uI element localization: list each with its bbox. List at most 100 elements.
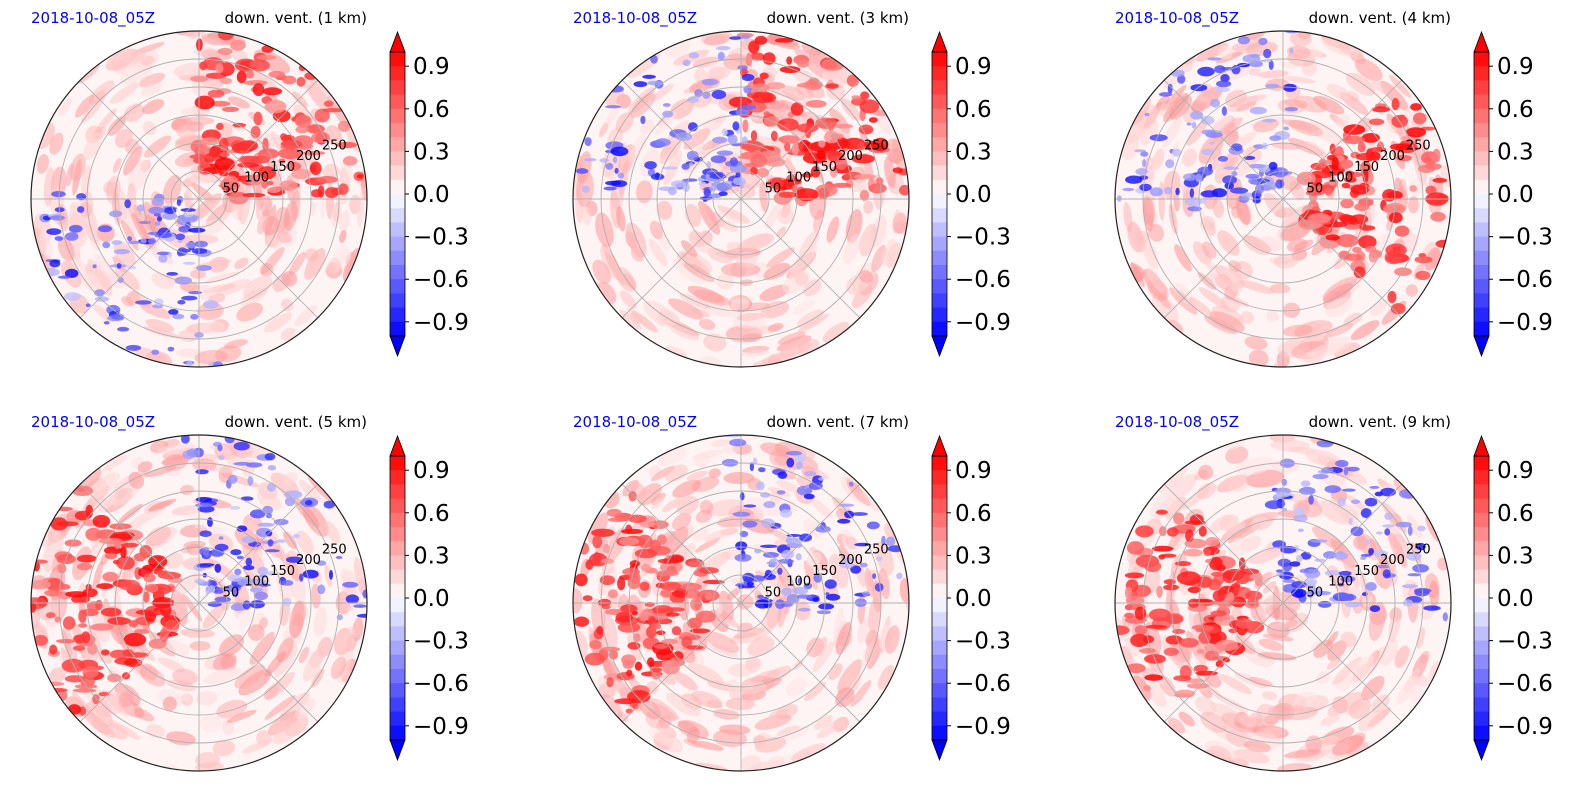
field-cell (263, 312, 293, 333)
field-cell (862, 591, 870, 597)
field-cell (134, 552, 146, 562)
field-cell (173, 573, 201, 595)
colorbar-step (932, 498, 947, 514)
field-cell (280, 298, 294, 312)
field-cell (153, 213, 162, 217)
field-cell (1364, 539, 1371, 545)
field-cell (591, 528, 615, 537)
field-cell (1173, 675, 1192, 682)
field-cell (335, 556, 343, 559)
field-cell (860, 127, 873, 134)
colorbar-step (932, 123, 947, 138)
colorbar-step (390, 321, 405, 337)
field-cell (1409, 185, 1417, 192)
field-cell (120, 542, 139, 548)
colorbar-tick-label: 0.6 (955, 97, 992, 123)
colorbar-step (1474, 470, 1489, 485)
field-cell (198, 145, 211, 152)
radial-tick-label: 100 (244, 171, 269, 186)
field-cell (181, 107, 204, 115)
field-cell (78, 609, 87, 623)
colorbar: 0.9 0.6 0.3 0.0 −0.3 −0.6 −0.9 (931, 30, 1011, 358)
field-layer (1116, 31, 1451, 367)
field-cell (283, 201, 298, 231)
field-cell (846, 480, 871, 507)
field-cell (608, 589, 618, 599)
field-cell (1261, 691, 1278, 701)
field-cell (1222, 175, 1237, 185)
field-cell (185, 241, 197, 249)
field-cell (1288, 119, 1324, 137)
colorbar-step (1474, 179, 1489, 195)
field-cell (87, 643, 98, 655)
colorbar-tick-label: 0.6 (1497, 501, 1534, 527)
field-cell (109, 210, 123, 218)
field-cell (57, 275, 71, 279)
field-cell (646, 657, 655, 668)
field-cell (874, 583, 884, 592)
field-cell (189, 640, 211, 651)
radial-tick-label: 100 (244, 575, 269, 590)
field-cell (1235, 198, 1252, 226)
field-cell (1215, 660, 1224, 668)
radial-tick-label: 150 (812, 160, 837, 175)
field-cell (752, 457, 758, 465)
field-cell (285, 161, 302, 171)
polar-grid (31, 31, 367, 367)
field-cell (303, 647, 325, 682)
field-cell (156, 443, 196, 454)
field-cell (1390, 303, 1406, 315)
field-cell (693, 453, 711, 467)
field-cell (118, 579, 141, 591)
field-cell (278, 147, 302, 160)
field-cell (207, 89, 225, 98)
field-cell (1369, 299, 1388, 316)
field-cell (247, 475, 254, 486)
field-cell (1252, 196, 1261, 204)
field-cell (120, 546, 127, 558)
field-cell (1382, 524, 1395, 528)
field-cell (866, 521, 880, 530)
field-cell (868, 183, 887, 194)
field-cell (1364, 497, 1378, 507)
field-cell (727, 134, 738, 145)
field-cell (283, 531, 297, 550)
colorbar-step (1474, 293, 1489, 308)
field-cell (686, 253, 713, 273)
field-cell (1205, 740, 1239, 761)
colorbar-step (1474, 498, 1489, 514)
field-cell (777, 341, 812, 358)
field-cell (124, 103, 145, 122)
field-cell (175, 233, 186, 240)
field-cell (691, 528, 709, 542)
field-cell (336, 141, 357, 149)
field-cell (1124, 612, 1135, 619)
field-cell (750, 166, 757, 175)
colorbar-step (1474, 321, 1489, 337)
field-cell (573, 588, 583, 614)
field-cell (1221, 106, 1227, 116)
colorbar-step (1474, 541, 1489, 556)
field-cell (1357, 141, 1366, 153)
field-cell (810, 166, 821, 178)
field-cell (631, 310, 659, 333)
field-cell (208, 579, 213, 583)
polar-grid (1115, 31, 1451, 367)
field-cell (777, 118, 799, 132)
field-cell (711, 89, 727, 100)
field-cell (1223, 166, 1239, 170)
field-cell (257, 566, 269, 576)
colorbar-step (390, 612, 405, 627)
field-cell (238, 669, 272, 696)
field-cell (618, 537, 640, 546)
field-cell (1407, 573, 1422, 577)
colorbar-step (1474, 654, 1489, 670)
field-cell (786, 56, 793, 65)
field-cell (672, 479, 702, 498)
field-cell (1263, 48, 1272, 59)
colorbar-tick-label: 0.6 (955, 501, 992, 527)
colorbar-step (390, 108, 405, 124)
field-cell (305, 500, 313, 506)
field-cell (175, 693, 191, 702)
field-cell (1190, 84, 1208, 92)
